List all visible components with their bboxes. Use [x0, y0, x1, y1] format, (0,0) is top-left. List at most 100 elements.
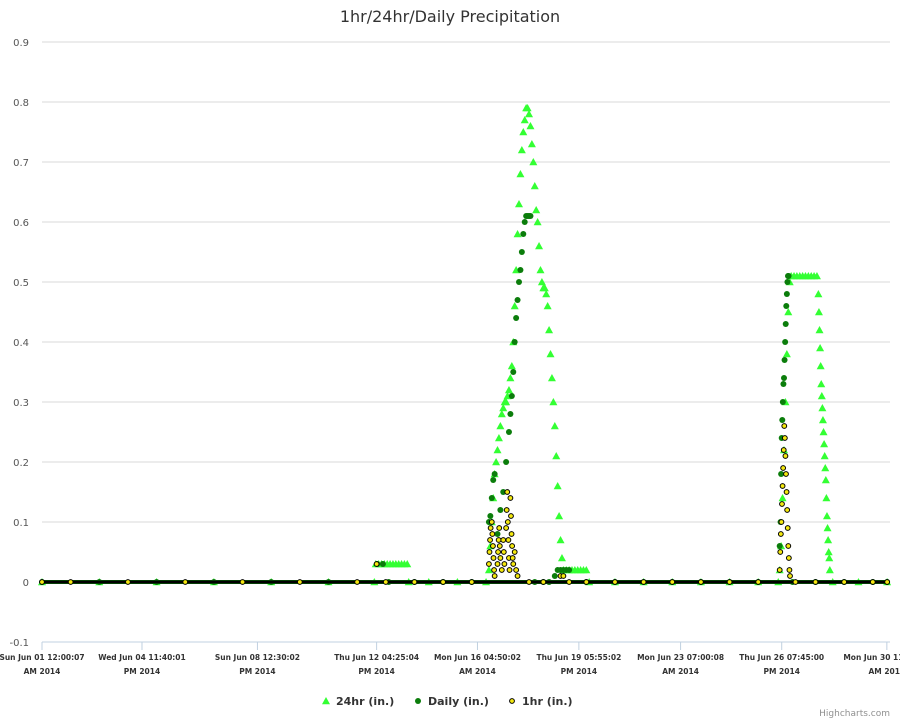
data-point [784, 507, 791, 513]
data-point [822, 512, 831, 520]
x-tick-label-date: Sun Jun 01 12:00:07 [0, 653, 85, 662]
data-point [814, 308, 823, 316]
data-point [777, 531, 784, 537]
y-tick-label: 0.8 [13, 98, 29, 109]
data-point [537, 278, 546, 286]
data-point [517, 146, 526, 154]
data-point [816, 344, 825, 352]
legend-item[interactable]: 1hr (in.) [509, 695, 573, 708]
x-tick-label-date: Thu Jun 12 04:25:04 [334, 653, 419, 662]
data-point [382, 579, 389, 585]
y-tick-label: 0.4 [13, 338, 29, 349]
x-tick-label-date: Wed Jun 04 11:40:01 [98, 653, 186, 662]
data-point [500, 549, 507, 555]
data-point [540, 579, 547, 585]
data-point [778, 471, 785, 477]
data-point [543, 302, 552, 310]
data-point [779, 417, 786, 423]
data-point [785, 543, 792, 549]
data-point [516, 279, 522, 285]
legend-marker-icon [322, 697, 330, 705]
data-point [529, 158, 538, 166]
data-point [486, 561, 492, 567]
data-point [542, 290, 551, 298]
data-point [508, 393, 515, 399]
data-point [783, 303, 790, 309]
data-point [779, 483, 786, 489]
data-point [373, 561, 380, 567]
data-point [532, 206, 541, 214]
data-point [820, 440, 829, 448]
data-point [755, 579, 762, 585]
data-point [546, 350, 555, 358]
data-point [816, 362, 825, 370]
x-tick-label-date: Thu Jun 19 05:55:02 [536, 653, 621, 662]
data-point [825, 566, 834, 574]
data-point [505, 429, 512, 435]
credits-link[interactable]: Highcharts.com [819, 709, 890, 719]
data-point [550, 422, 559, 430]
data-point [776, 543, 783, 549]
data-point [514, 297, 521, 303]
data-point [487, 525, 494, 531]
data-point [491, 573, 498, 579]
data-point [496, 422, 505, 430]
data-point [530, 182, 539, 190]
data-point [379, 561, 386, 567]
x-axis: Sun Jun 01 12:00:07 AM 2014 Wed Jun 04 11:… [0, 641, 900, 676]
data-point [786, 567, 793, 573]
legend-item[interactable]: 24hr (in.) [322, 695, 394, 708]
data-point [498, 567, 505, 573]
legend-label: 1hr (in.) [522, 695, 573, 708]
x-tick-label-ampm: AM 2014 [662, 667, 699, 676]
data-point [510, 369, 517, 375]
data-point [490, 477, 497, 483]
data-point [491, 471, 498, 477]
y-tick-label: 0.9 [13, 38, 29, 49]
legend-label: 24hr (in.) [336, 695, 394, 708]
data-point [501, 561, 508, 567]
data-point [781, 375, 787, 381]
data-point [547, 374, 556, 382]
data-point [525, 110, 534, 118]
data-point [484, 566, 493, 574]
data-point [560, 573, 567, 579]
data-point [582, 566, 591, 574]
data-point [497, 507, 504, 513]
data-point [500, 489, 507, 495]
chart-title: 1hr/24hr/Daily Precipitation [340, 7, 560, 26]
legend-item[interactable]: Daily (in.) [415, 695, 489, 708]
legend-marker-icon [509, 698, 515, 704]
data-point [504, 489, 511, 495]
grid-lines [42, 41, 890, 643]
data-point [67, 579, 74, 585]
x-tick-label-date: Thu Jun 26 07:45:00 [739, 653, 824, 662]
data-point [784, 525, 791, 531]
data-point [785, 555, 792, 561]
x-tick-label-date: Mon Jun 30 11:50:06 [843, 653, 900, 662]
data-point [780, 381, 787, 387]
data-point [783, 471, 789, 477]
data-point [503, 459, 510, 465]
legend-label: Daily (in.) [428, 695, 489, 708]
data-point [817, 392, 826, 400]
data-point [497, 555, 504, 561]
x-tick-label-ampm: AM 2014 [868, 667, 900, 676]
data-point [818, 416, 827, 424]
data-point [781, 423, 788, 429]
data-point [494, 434, 503, 442]
y-tick-label: 0 [23, 578, 29, 589]
data-point [239, 579, 246, 585]
data-point [535, 242, 544, 250]
data-point [782, 350, 791, 358]
data-point [411, 579, 418, 585]
data-point [502, 398, 511, 406]
data-point [825, 554, 834, 562]
data-point [821, 464, 830, 472]
data-point [495, 537, 502, 543]
data-point [503, 507, 510, 513]
data-point [494, 561, 501, 567]
data-point [509, 543, 516, 549]
x-tick-label-ampm: PM 2014 [763, 667, 799, 676]
data-point [510, 561, 517, 567]
